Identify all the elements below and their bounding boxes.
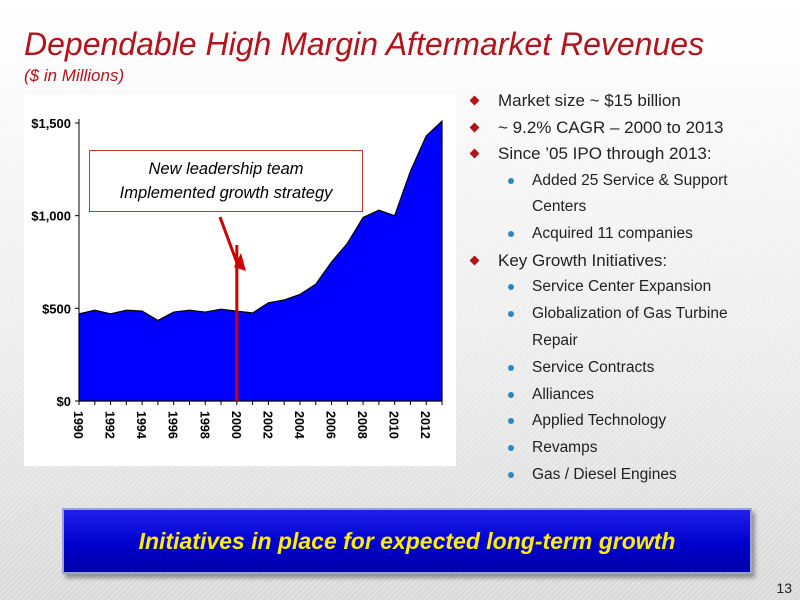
bullet-text: Service Contracts bbox=[532, 358, 655, 376]
sub-bullet-item: Service Contracts bbox=[468, 355, 793, 382]
x-tick-label: 2000 bbox=[229, 411, 243, 439]
dot-bullet-icon bbox=[508, 284, 514, 291]
y-tick-label: $0 bbox=[57, 394, 71, 409]
dot-bullet-icon bbox=[508, 418, 514, 425]
sub-bullet-item: Added 25 Service & Support bbox=[468, 168, 793, 195]
sub-bullet-item: Revamps bbox=[468, 435, 793, 462]
bullet-text: Repair bbox=[532, 331, 578, 349]
bullet-text: Globalization of Gas Turbine bbox=[532, 305, 728, 323]
bullet-text: Acquired 11 companies bbox=[532, 225, 693, 243]
diamond-bullet-icon bbox=[469, 255, 480, 266]
sub-bullet-item: Alliances bbox=[468, 382, 793, 409]
y-tick-label: $1,500 bbox=[31, 116, 71, 131]
sub-bullet-item: Applied Technology bbox=[468, 408, 793, 435]
bullet-text: Market size ~ $15 billion bbox=[498, 91, 681, 110]
sub-bullet-item: Service Center Expansion bbox=[468, 274, 793, 301]
sub-bullet-item: Globalization of Gas Turbine bbox=[468, 301, 793, 328]
x-tick-label: 2010 bbox=[387, 411, 401, 439]
bullet-text: Revamps bbox=[532, 439, 598, 457]
bullet-text: Added 25 Service & Support bbox=[532, 171, 728, 189]
dot-bullet-icon bbox=[508, 231, 514, 238]
growth-banner: Initiatives in place for expected long-t… bbox=[62, 508, 752, 574]
page-number: 13 bbox=[776, 580, 792, 596]
y-tick-label: $1,000 bbox=[31, 209, 71, 224]
x-tick-label: 2008 bbox=[355, 411, 369, 439]
banner-text: Initiatives in place for expected long-t… bbox=[138, 527, 676, 554]
x-tick-label: 1996 bbox=[166, 411, 180, 439]
bullet-list: Market size ~ $15 billion ~ 9.2% CAGR – 2… bbox=[468, 88, 793, 489]
sub-bullet-item: Centers bbox=[468, 194, 793, 221]
x-tick-label: 2002 bbox=[260, 411, 274, 439]
page-subtitle: ($ in Millions) bbox=[24, 66, 125, 85]
revenue-area-chart-svg: $0 $500 $1,000 $1,500 1990 1992 1994 1996 1998 20… bbox=[31, 116, 443, 439]
bullet-item: Since ’05 IPO through 2013: bbox=[468, 141, 793, 168]
bullet-text: Applied Technology bbox=[532, 412, 667, 430]
revenue-area bbox=[78, 119, 443, 402]
callout-arrowhead-icon bbox=[234, 253, 246, 271]
x-tick-label: 2012 bbox=[418, 411, 432, 439]
bullet-item: ~ 9.2% CAGR – 2000 to 2013 bbox=[468, 115, 793, 142]
dot-bullet-icon bbox=[508, 364, 514, 371]
bullet-text: Since ’05 IPO through 2013: bbox=[498, 144, 712, 163]
y-tick-label: $500 bbox=[42, 301, 71, 316]
sub-bullet-item: Repair bbox=[468, 328, 793, 355]
diamond-bullet-icon bbox=[469, 148, 480, 159]
x-tick-label: 2004 bbox=[292, 411, 306, 439]
callout-line-2: Implemented growth strategy bbox=[119, 184, 333, 202]
page-title: Dependable High Margin Aftermarket Reven… bbox=[24, 26, 705, 62]
x-tick-label: 1992 bbox=[103, 411, 117, 439]
dot-bullet-icon bbox=[508, 311, 514, 318]
callout-arrow-line bbox=[218, 216, 239, 264]
x-tick-label: 1998 bbox=[197, 411, 211, 439]
callout-line-1: New leadership team bbox=[148, 160, 304, 178]
x-tick-label: 1994 bbox=[134, 411, 148, 439]
x-tick-label: 2006 bbox=[324, 411, 338, 439]
dot-bullet-icon bbox=[508, 471, 514, 478]
sub-bullet-item: Gas / Diesel Engines bbox=[468, 462, 793, 489]
sub-bullet-item: Acquired 11 companies bbox=[468, 221, 793, 248]
bullet-text: ~ 9.2% CAGR – 2000 to 2013 bbox=[498, 117, 724, 137]
x-tick-label: 1990 bbox=[71, 411, 85, 439]
bullet-text: Key Growth Initiatives: bbox=[498, 250, 668, 270]
bullet-item: Market size ~ $15 billion bbox=[468, 88, 793, 115]
bullet-text: Alliances bbox=[532, 385, 595, 403]
bullet-text: Gas / Diesel Engines bbox=[532, 465, 677, 483]
dot-bullet-icon bbox=[508, 391, 514, 398]
dot-bullet-icon bbox=[508, 177, 514, 184]
bullet-item: Key Growth Initiatives: bbox=[468, 248, 793, 275]
diamond-bullet-icon bbox=[469, 95, 480, 106]
revenue-chart: $0 $500 $1,000 $1,500 1990 1992 1994 1996 1998 20… bbox=[24, 95, 456, 466]
dot-bullet-icon bbox=[508, 445, 514, 452]
diamond-bullet-icon bbox=[469, 122, 480, 132]
leadership-callout: New leadership team Implemented growth s… bbox=[89, 150, 363, 212]
bullet-text: Centers bbox=[532, 198, 587, 216]
bullet-text: Service Center Expansion bbox=[532, 278, 712, 296]
